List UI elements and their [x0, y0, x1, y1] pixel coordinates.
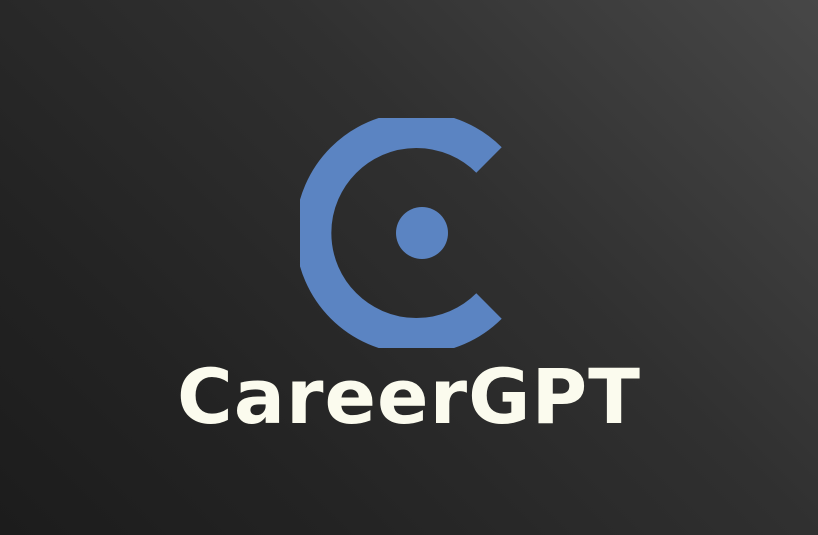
logo-c-ring [300, 118, 502, 348]
logo-center-dot [396, 207, 448, 259]
c-ring-dot-logo-icon [300, 118, 502, 348]
brand-wordmark: CareerGPT [176, 352, 642, 441]
